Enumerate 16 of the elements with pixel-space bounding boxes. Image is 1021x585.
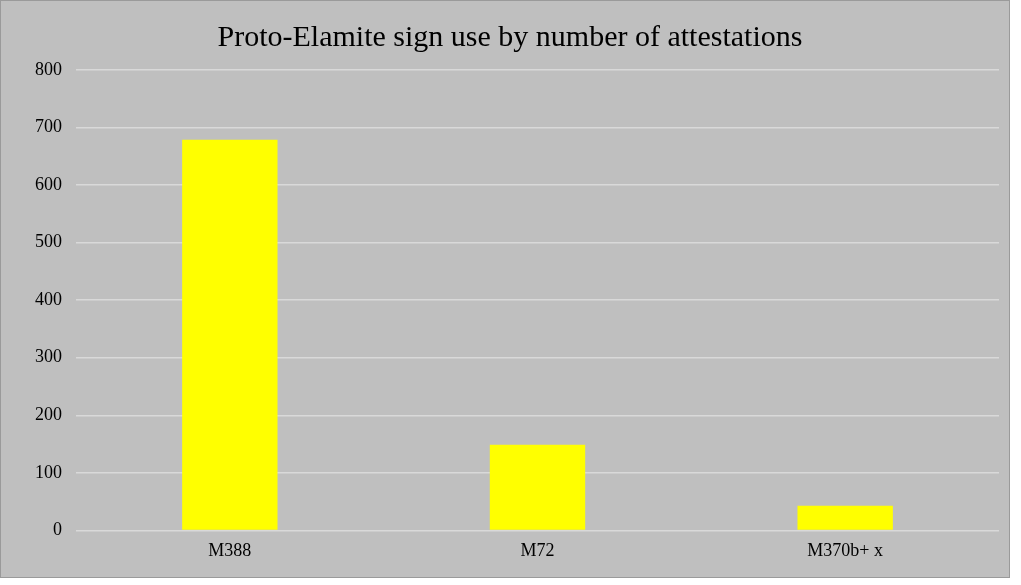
y-tick-label: 100 <box>35 461 62 482</box>
y-tick-label: 500 <box>35 231 62 252</box>
y-tick-label: 600 <box>35 173 62 194</box>
y-tick-label: 400 <box>35 288 62 309</box>
bar <box>797 505 893 530</box>
y-tick-label: 700 <box>35 116 62 137</box>
y-tick-label: 0 <box>53 519 62 540</box>
chart-title: Proto-Elamite sign use by number of attestations <box>217 18 803 52</box>
x-tick-label: M388 <box>208 539 252 560</box>
x-tick-label: M72 <box>520 539 555 560</box>
bar <box>182 139 278 530</box>
y-tick-label: 800 <box>35 58 62 79</box>
y-tick-label: 300 <box>35 346 62 367</box>
bar <box>489 444 586 530</box>
x-tick-label: M370b+ x <box>807 539 883 560</box>
y-tick-label: 200 <box>35 404 62 425</box>
